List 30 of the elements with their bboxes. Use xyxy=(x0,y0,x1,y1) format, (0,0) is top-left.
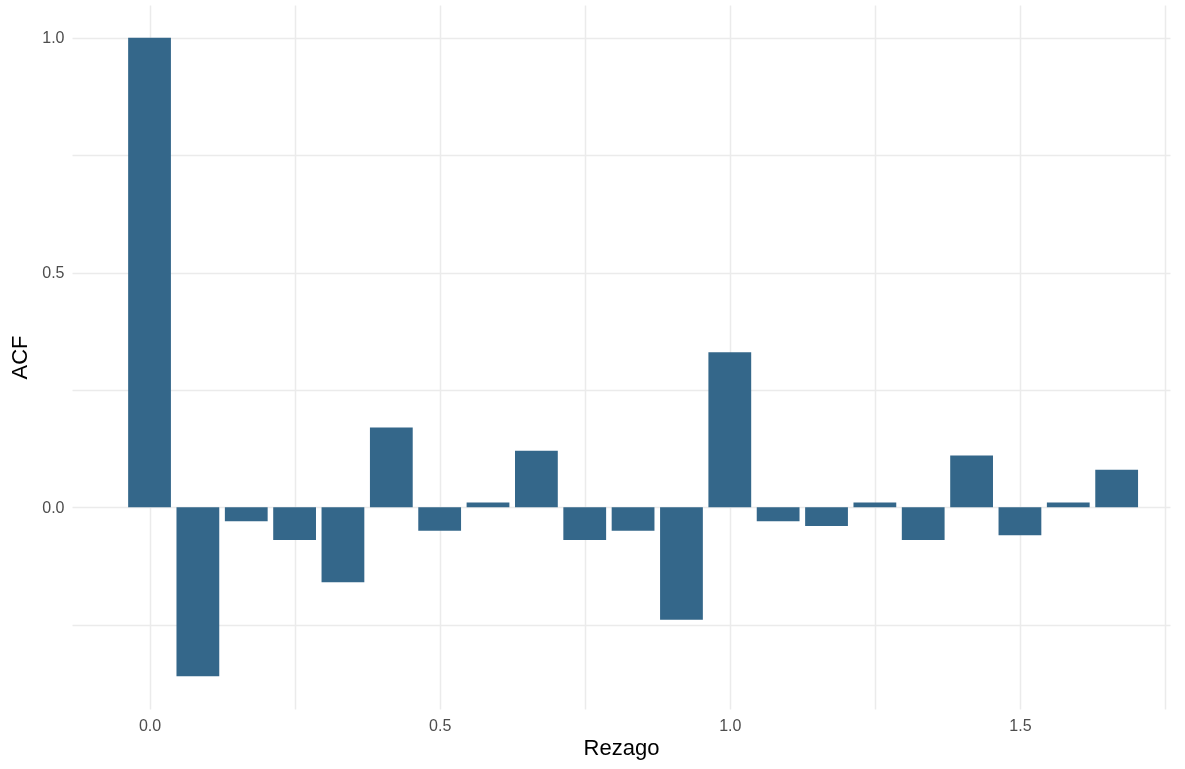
bar xyxy=(1046,502,1090,508)
x-axis-title: Rezago xyxy=(583,734,660,760)
y-tick-label: 0.0 xyxy=(42,498,65,516)
bar xyxy=(563,507,607,541)
x-tick-label: 0.5 xyxy=(429,716,452,734)
x-tick-label: 1.5 xyxy=(1009,716,1032,734)
x-tick-label: 0.0 xyxy=(138,716,162,734)
bar xyxy=(756,507,800,522)
bar xyxy=(1095,469,1139,508)
bar xyxy=(950,455,993,508)
bar xyxy=(224,507,268,522)
bar xyxy=(853,502,897,508)
bar xyxy=(176,507,220,677)
bar xyxy=(515,450,558,508)
bar xyxy=(611,507,655,531)
bar xyxy=(418,507,462,531)
bar xyxy=(369,427,413,508)
bar xyxy=(708,352,752,508)
bar xyxy=(901,507,945,541)
y-tick-label: 0.5 xyxy=(42,264,65,282)
y-axis-title: ACF xyxy=(7,335,33,380)
bar xyxy=(128,37,171,508)
bar xyxy=(805,507,848,526)
bar xyxy=(321,507,365,583)
bar xyxy=(660,507,703,620)
bar xyxy=(998,507,1042,536)
bar xyxy=(273,507,316,541)
y-tick-label: 1.0 xyxy=(42,29,65,47)
x-tick-label: 1.0 xyxy=(719,716,742,734)
bar xyxy=(466,502,510,508)
